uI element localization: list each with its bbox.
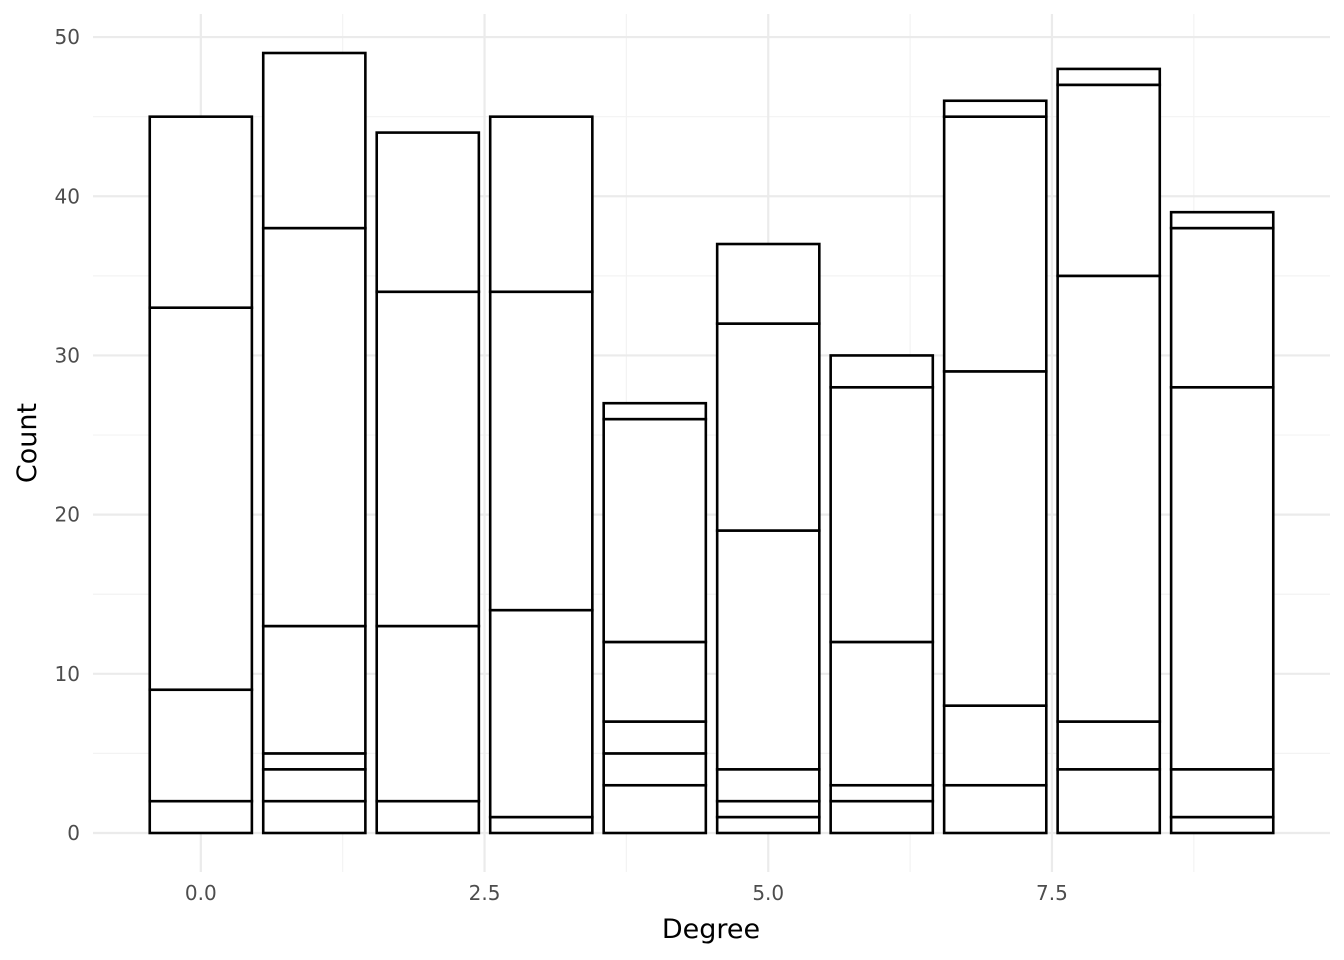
bar-segment (602, 720, 708, 755)
y-tick-label: 10 (55, 662, 80, 686)
bar-segment (488, 608, 594, 819)
bar-segment (375, 131, 481, 294)
bar-segment (1056, 768, 1162, 835)
bar-segment (715, 799, 821, 819)
y-tick-label: 20 (55, 503, 80, 527)
y-axis-title: Count (12, 403, 43, 483)
bar-segment (602, 417, 708, 644)
bar-segment (1169, 815, 1275, 835)
bar-stack (375, 131, 481, 835)
bar-segment (1169, 385, 1275, 771)
bar-segment (715, 529, 821, 771)
y-tick-label: 40 (55, 184, 80, 208)
bar-segment (602, 752, 708, 787)
bar-segment (261, 624, 367, 755)
bar-segment (829, 385, 935, 644)
bar-stack (148, 115, 254, 835)
bar-segment (261, 799, 367, 835)
bar-segment (942, 115, 1048, 373)
x-axis-title: Degree (662, 914, 760, 945)
bar-stack (829, 354, 935, 835)
bar-segment (715, 768, 821, 803)
bar-segment (942, 370, 1048, 707)
bar-segment (261, 226, 367, 628)
bar-segment (261, 768, 367, 803)
bar-segment (1169, 226, 1275, 389)
bar-segment (829, 354, 935, 389)
bars (148, 51, 1275, 835)
bar-stack (1169, 210, 1275, 835)
bar-segment (375, 624, 481, 803)
x-tick-label: 5.0 (752, 881, 784, 905)
y-tick-label: 50 (55, 25, 80, 49)
bar-segment (261, 752, 367, 771)
bar-segment (829, 799, 935, 835)
bar-stack (602, 401, 708, 835)
bar-segment (488, 815, 594, 835)
bar-stack (261, 51, 367, 835)
bar-segment (1169, 768, 1275, 819)
bar-segment (148, 306, 254, 692)
bar-segment (829, 640, 935, 787)
bar-segment (715, 322, 821, 532)
bar-segment (1169, 210, 1275, 230)
bar-segment (715, 242, 821, 325)
bar-segment (602, 640, 708, 723)
bar-segment (715, 815, 821, 835)
bar-segment (1056, 720, 1162, 771)
bar-segment (942, 783, 1048, 835)
bar-segment (602, 783, 708, 835)
bar-segment (148, 115, 254, 309)
bar-stack (942, 99, 1048, 835)
bar-segment (375, 799, 481, 835)
y-tick-label: 0 (67, 821, 80, 845)
bar-segment (602, 401, 708, 421)
bar-segment (942, 99, 1048, 118)
bar-segment (148, 688, 254, 803)
bar-segment (1056, 274, 1162, 723)
bar-segment (375, 290, 481, 628)
bar-stack (1056, 67, 1162, 835)
bar-segment (488, 115, 594, 294)
bar-segment (1056, 67, 1162, 87)
bar-segment (1056, 83, 1162, 278)
bar-segment (488, 290, 594, 612)
y-tick-label: 30 (55, 343, 80, 367)
bar-stack (715, 242, 821, 835)
bar-segment (261, 51, 367, 230)
bar-stack (488, 115, 594, 835)
bar-segment (148, 799, 254, 835)
bar-segment (942, 704, 1048, 787)
x-tick-label: 0.0 (185, 881, 217, 905)
x-axis-tick-labels: 0.0 2.5 5.0 7.5 (185, 881, 1068, 905)
bar-segment (829, 783, 935, 803)
x-tick-label: 2.5 (469, 881, 501, 905)
y-axis-tick-labels: 0 10 20 30 40 50 (55, 25, 80, 845)
x-tick-label: 7.5 (1036, 881, 1068, 905)
